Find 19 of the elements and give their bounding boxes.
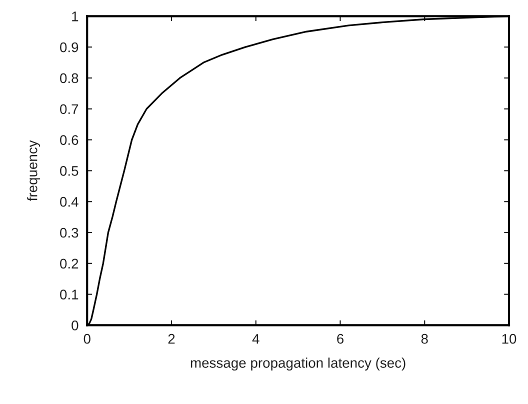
y-axis-title: frequency bbox=[27, 140, 40, 201]
x-tick-label: 6 bbox=[337, 334, 344, 344]
y-tick-label: 1 bbox=[72, 12, 78, 22]
x-axis-title: message propagation latency (sec) bbox=[190, 358, 406, 371]
y-tick-label: 0.1 bbox=[60, 290, 78, 300]
x-tick-label: 10 bbox=[502, 334, 516, 344]
x-tick-label: 4 bbox=[252, 334, 260, 344]
y-tick-label: 0 bbox=[72, 320, 78, 330]
y-tick-label: 0.5 bbox=[60, 166, 78, 176]
y-tick-label: 0.3 bbox=[60, 228, 78, 238]
y-tick-label: 0.2 bbox=[60, 258, 78, 269]
y-tick-label: 0.8 bbox=[60, 73, 78, 84]
y-tick-label: 0.4 bbox=[60, 196, 78, 207]
x-tick-label: 0 bbox=[84, 334, 90, 344]
x-tick-label: 8 bbox=[421, 334, 428, 344]
x-tick-label: 2 bbox=[168, 334, 175, 344]
y-tick-label: 0.6 bbox=[60, 135, 78, 145]
y-tick-label: 0.7 bbox=[60, 104, 78, 114]
y-tick-label: 0.9 bbox=[60, 42, 78, 52]
